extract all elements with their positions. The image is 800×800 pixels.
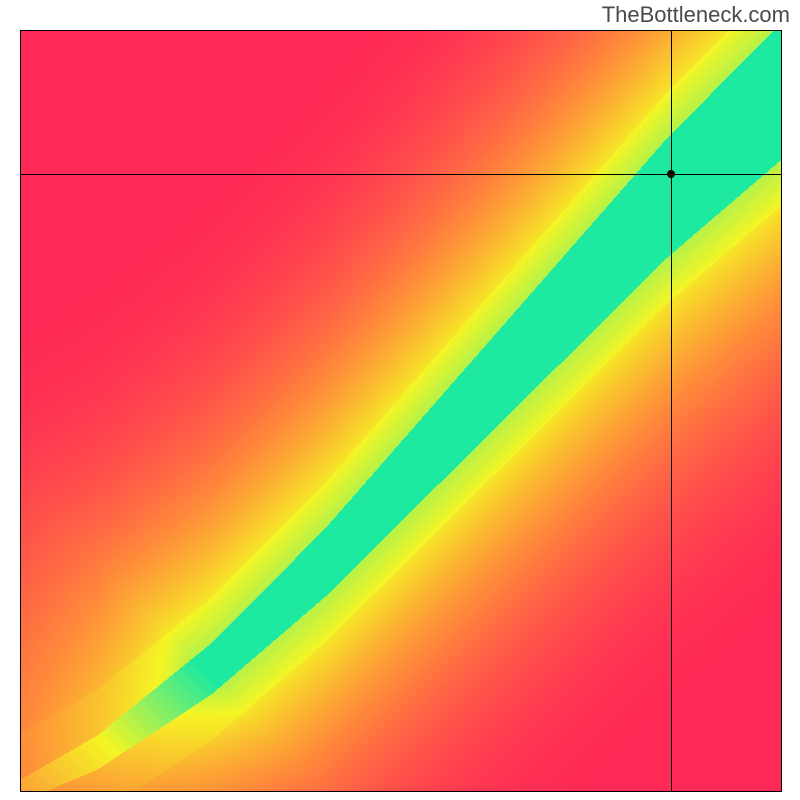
crosshair-vertical-line [671, 31, 672, 791]
crosshair-marker-dot [667, 170, 675, 178]
watermark-text: TheBottleneck.com [602, 2, 790, 28]
heatmap-chart [20, 30, 782, 792]
heatmap-canvas [21, 31, 781, 791]
